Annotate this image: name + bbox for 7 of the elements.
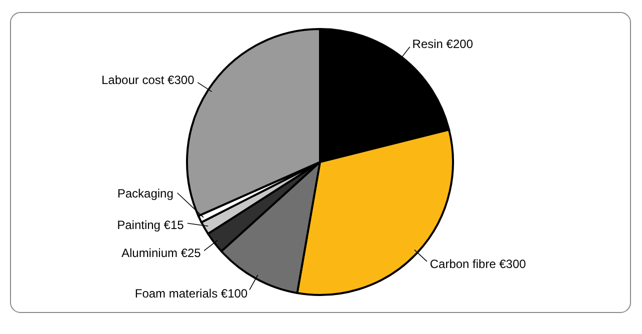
slice-label: Packaging <box>117 186 174 201</box>
slice-label: Foam materials €100 <box>134 286 248 300</box>
slice-label: Painting €15 <box>117 218 184 232</box>
slice-label: Labour cost €300 <box>102 73 195 88</box>
slice-label: Carbon fibre €300 <box>430 257 526 272</box>
slice-label: Resin €200 <box>412 36 474 51</box>
slice-label: Aluminium €25 <box>121 246 202 260</box>
